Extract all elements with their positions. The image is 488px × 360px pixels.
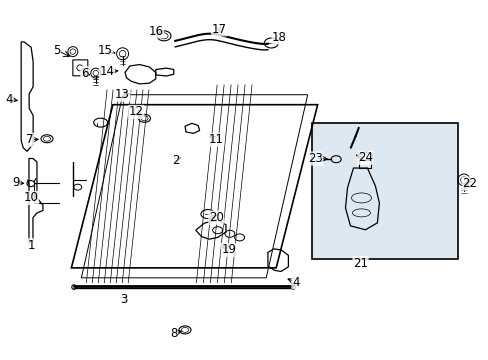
Text: 17: 17 (211, 23, 226, 36)
Text: 11: 11 (208, 133, 224, 146)
Text: 3: 3 (120, 293, 127, 306)
Text: 2: 2 (172, 154, 180, 167)
Text: 5: 5 (53, 44, 61, 57)
Text: 8: 8 (170, 327, 177, 340)
Text: 20: 20 (208, 211, 223, 224)
Text: 15: 15 (98, 44, 113, 57)
Text: 10: 10 (23, 192, 38, 204)
Text: 13: 13 (115, 88, 130, 101)
Text: 24: 24 (357, 151, 372, 164)
Text: 21: 21 (352, 257, 367, 270)
Text: 7: 7 (26, 133, 34, 146)
Text: 9: 9 (13, 176, 20, 189)
Text: 18: 18 (272, 31, 286, 44)
Text: 6: 6 (81, 67, 88, 80)
Text: 19: 19 (221, 243, 236, 256)
Bar (311, 123, 457, 259)
Text: 16: 16 (148, 25, 163, 38)
Text: 22: 22 (461, 177, 476, 190)
Text: 1: 1 (27, 239, 35, 252)
Text: 14: 14 (99, 65, 114, 78)
Text: 4: 4 (291, 276, 299, 289)
Text: 12: 12 (128, 105, 143, 118)
Text: 4: 4 (6, 93, 13, 106)
Text: 23: 23 (307, 152, 322, 165)
